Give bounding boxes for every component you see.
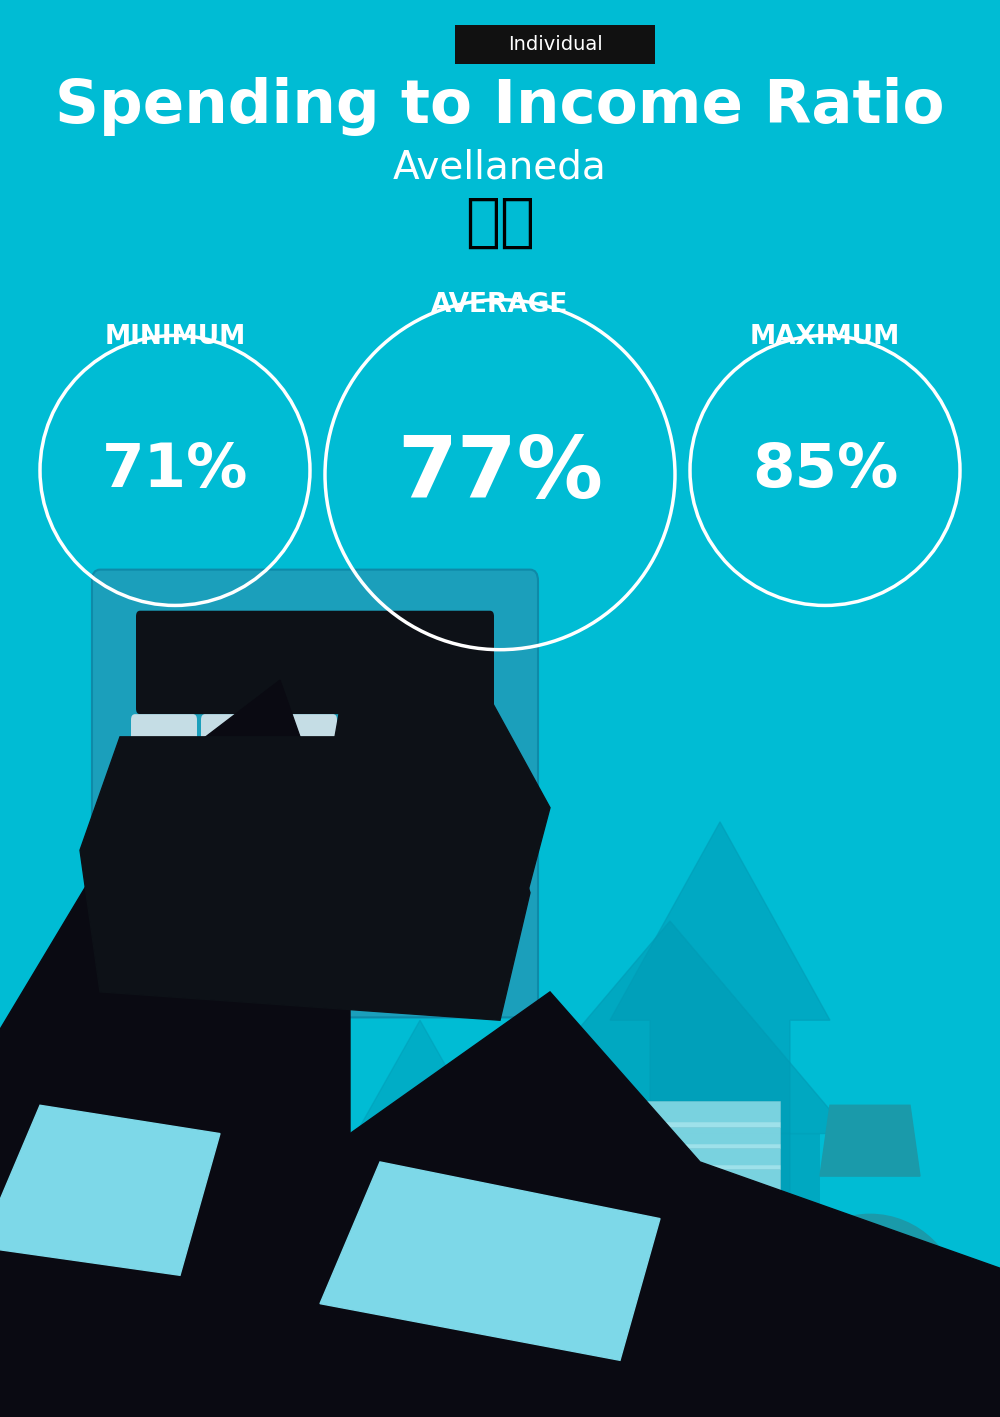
FancyBboxPatch shape xyxy=(271,782,337,847)
FancyBboxPatch shape xyxy=(201,782,267,847)
FancyBboxPatch shape xyxy=(411,782,477,847)
Polygon shape xyxy=(340,1020,500,1417)
FancyBboxPatch shape xyxy=(341,850,407,915)
Polygon shape xyxy=(320,680,550,921)
Text: $: $ xyxy=(859,1304,881,1332)
FancyBboxPatch shape xyxy=(131,714,197,779)
FancyBboxPatch shape xyxy=(92,570,538,1017)
FancyBboxPatch shape xyxy=(201,850,267,915)
FancyBboxPatch shape xyxy=(520,1134,820,1417)
FancyBboxPatch shape xyxy=(600,1144,780,1169)
FancyBboxPatch shape xyxy=(600,1122,780,1148)
FancyBboxPatch shape xyxy=(201,714,267,779)
Polygon shape xyxy=(300,992,1000,1417)
FancyBboxPatch shape xyxy=(341,782,407,847)
FancyBboxPatch shape xyxy=(131,782,197,847)
Polygon shape xyxy=(490,921,850,1134)
Text: 🇦🇷: 🇦🇷 xyxy=(465,194,535,251)
Polygon shape xyxy=(820,1105,920,1176)
FancyBboxPatch shape xyxy=(271,714,337,779)
Text: 85%: 85% xyxy=(752,441,898,500)
Polygon shape xyxy=(610,822,830,1417)
Polygon shape xyxy=(320,1162,660,1360)
Text: AVERAGE: AVERAGE xyxy=(431,292,569,317)
FancyBboxPatch shape xyxy=(411,850,477,915)
Text: Individual: Individual xyxy=(508,35,602,54)
FancyBboxPatch shape xyxy=(411,918,477,983)
Polygon shape xyxy=(80,737,530,1020)
FancyBboxPatch shape xyxy=(341,714,407,779)
Polygon shape xyxy=(195,1134,305,1417)
FancyBboxPatch shape xyxy=(600,1165,780,1190)
FancyBboxPatch shape xyxy=(610,1247,690,1417)
Polygon shape xyxy=(0,680,350,1417)
FancyBboxPatch shape xyxy=(600,1101,780,1127)
FancyBboxPatch shape xyxy=(411,714,477,779)
FancyBboxPatch shape xyxy=(131,918,197,983)
FancyBboxPatch shape xyxy=(346,727,390,778)
Text: MINIMUM: MINIMUM xyxy=(104,324,246,350)
Ellipse shape xyxy=(780,1213,960,1394)
Ellipse shape xyxy=(690,1216,810,1335)
Text: Avellaneda: Avellaneda xyxy=(393,149,607,186)
FancyBboxPatch shape xyxy=(136,611,494,714)
FancyBboxPatch shape xyxy=(271,918,337,983)
FancyBboxPatch shape xyxy=(271,850,337,915)
Text: Spending to Income Ratio: Spending to Income Ratio xyxy=(55,77,945,136)
FancyBboxPatch shape xyxy=(341,918,407,983)
FancyBboxPatch shape xyxy=(201,918,267,983)
Text: MAXIMUM: MAXIMUM xyxy=(750,324,900,350)
Text: $: $ xyxy=(743,1280,757,1299)
FancyBboxPatch shape xyxy=(131,850,197,915)
FancyBboxPatch shape xyxy=(455,24,655,64)
Text: 77%: 77% xyxy=(397,434,603,516)
Text: 71%: 71% xyxy=(102,441,248,500)
Polygon shape xyxy=(0,1105,220,1275)
FancyBboxPatch shape xyxy=(297,727,341,778)
